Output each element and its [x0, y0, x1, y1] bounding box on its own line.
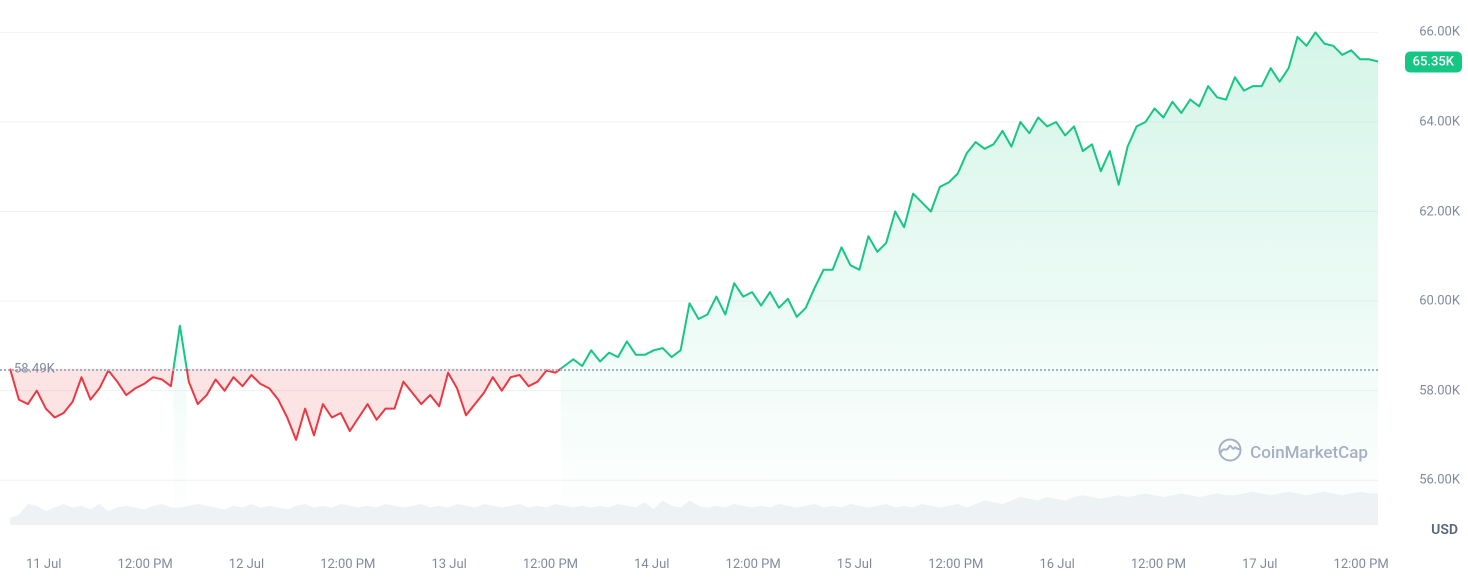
y-tick-label: 64.00K: [1419, 114, 1460, 129]
x-tick-label: 12:00 PM: [928, 557, 983, 572]
y-tick-label: 56.00K: [1419, 473, 1460, 488]
current-price-value: 65.35K: [1413, 54, 1454, 69]
x-tick-label: 12:00 PM: [726, 557, 781, 572]
current-price-pill: 65.35K: [1405, 51, 1462, 72]
chart-svg: [0, 0, 1468, 584]
baseline-line: [0, 369, 1378, 371]
x-tick-label: 11 Jul: [26, 557, 61, 572]
x-tick-label: 17 Jul: [1242, 557, 1277, 572]
y-tick-label: 66.00K: [1419, 25, 1460, 40]
watermark-text: CoinMarketCap: [1250, 443, 1368, 463]
x-tick-label: 12:00 PM: [523, 557, 578, 572]
x-tick-label: 12:00 PM: [320, 557, 375, 572]
y-tick-label: 62.00K: [1419, 204, 1460, 219]
x-tick-label: 16 Jul: [1039, 557, 1074, 572]
x-tick-label: 12:00 PM: [118, 557, 173, 572]
above-baseline-fill: [10, 32, 1378, 525]
x-tick-label: 15 Jul: [837, 557, 872, 572]
x-tick-label: 12 Jul: [229, 557, 264, 572]
below-baseline-fill: [10, 369, 561, 440]
x-tick-label: 14 Jul: [634, 557, 669, 572]
baseline-label: 58.49K: [14, 361, 55, 376]
currency-label: USD: [1431, 522, 1458, 538]
x-tick-label: 12:00 PM: [1334, 557, 1389, 572]
coinmarketcap-icon: [1218, 438, 1242, 467]
price-chart[interactable]: 58.49K 65.35K 56.00K 58.00K 60.00K 62.00K 64…: [0, 0, 1468, 584]
x-tick-label: 12:00 PM: [1131, 557, 1186, 572]
watermark: CoinMarketCap: [1218, 438, 1368, 467]
y-tick-label: 60.00K: [1419, 294, 1460, 309]
y-tick-label: 58.00K: [1419, 383, 1460, 398]
x-tick-label: 13 Jul: [431, 557, 466, 572]
